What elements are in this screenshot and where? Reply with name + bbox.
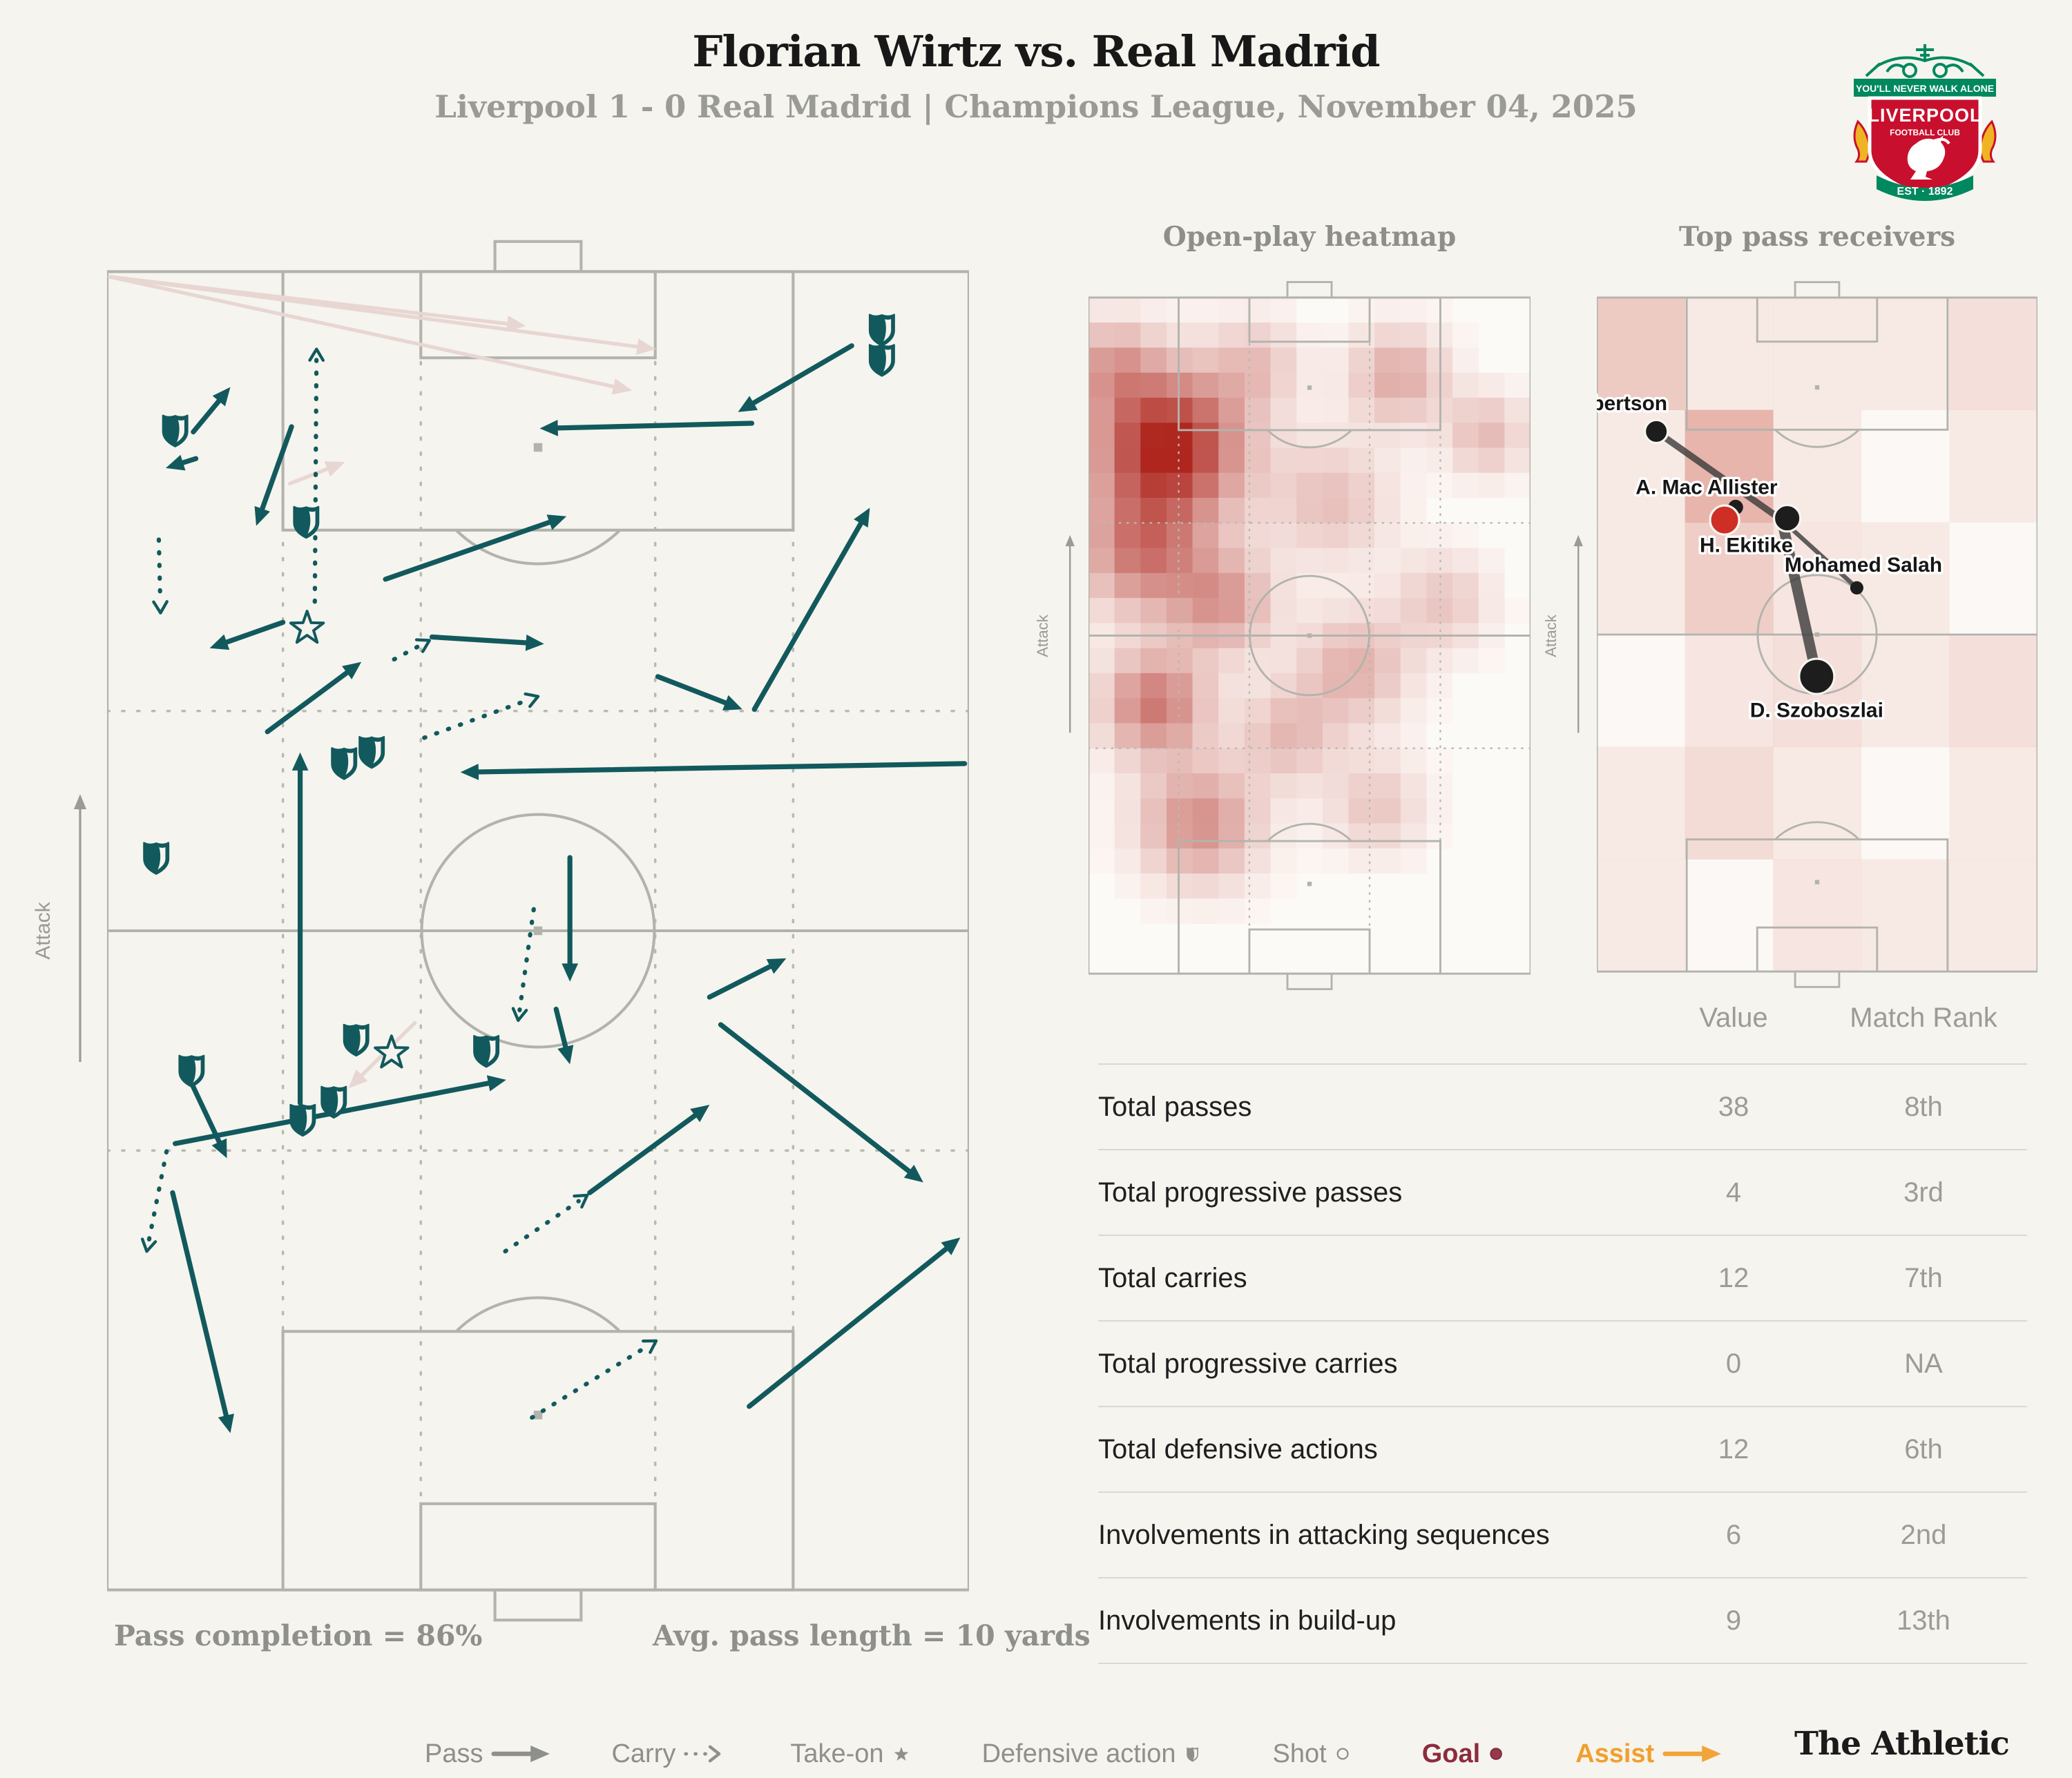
svg-text:YOU'LL NEVER WALK ALONE: YOU'LL NEVER WALK ALONE	[1856, 83, 1994, 94]
legend-label: Shot	[1273, 1739, 1327, 1769]
legend-item-defensive-action: Defensive action	[982, 1737, 1219, 1770]
legend-label: Carry	[611, 1739, 675, 1769]
legend-label: Defensive action	[982, 1739, 1176, 1769]
legend-item-goal: Goal	[1422, 1737, 1522, 1770]
metric-label: Total passes	[1098, 1092, 1647, 1123]
metric-rank: 8th	[1820, 1092, 2027, 1123]
metric-value: 4	[1647, 1177, 1820, 1208]
metric-value: 38	[1647, 1092, 1820, 1123]
match-rank-column-header: Match Rank	[1820, 1003, 2027, 1034]
metric-rank: 3rd	[1820, 1177, 2027, 1208]
receivers-svg: A. Robertson A. Mac Allister H. EkitikeMoh…	[1597, 279, 2037, 990]
metric-rank: 13th	[1820, 1605, 2027, 1636]
metric-value: 12	[1647, 1263, 1820, 1294]
attack-direction-arrow: Attack	[33, 786, 97, 1076]
legend-item-carry: Carry	[611, 1737, 736, 1770]
legend: Pass Carry Take-on Defensive action Shot Goal…	[425, 1730, 1729, 1778]
svg-text:A. Robertson: A. Robertson	[1597, 392, 1667, 415]
liverpool-crest-svg: YOU'LL NEVER WALK ALONE LIVERPOOL FOOTBALL…	[1839, 40, 2011, 210]
attack-arrow-svg: Attack	[1032, 529, 1086, 743]
svg-text:A. Mac Allister: A. Mac Allister	[1635, 476, 1778, 499]
legend-label: Pass	[425, 1739, 483, 1769]
svg-text:H. Ekitike: H. Ekitike	[1700, 534, 1793, 557]
legend-item-shot: Shot	[1273, 1737, 1368, 1770]
metric-label: Total progressive carries	[1098, 1349, 1647, 1380]
avg-pass-length-note: Avg. pass length = 10 yards	[653, 1619, 1091, 1652]
match-subtitle: Liverpool 1 - 0 Real Madrid | Champions …	[0, 88, 2072, 125]
legend-label: Assist	[1575, 1739, 1654, 1769]
metric-value: 12	[1647, 1434, 1820, 1465]
metric-rank: 7th	[1820, 1263, 2027, 1294]
metric-label: Involvements in build-up	[1098, 1605, 1647, 1636]
legend-label: Take-on	[790, 1739, 883, 1769]
arrow-icon	[491, 1737, 557, 1770]
heatmap-svg	[1088, 279, 1531, 992]
metric-label: Total defensive actions	[1098, 1434, 1647, 1465]
svg-text:EST · 1892: EST · 1892	[1897, 186, 1953, 197]
assist-icon	[1662, 1737, 1729, 1770]
attack-arrow-svg: Attack	[33, 786, 97, 1076]
stats-table-header: Value Match Rank	[1098, 1003, 2027, 1063]
svg-text:FOOTBALL CLUB: FOOTBALL CLUB	[1890, 128, 1960, 137]
legend-label: Goal	[1422, 1739, 1480, 1769]
svg-text:Mohamed Salah: Mohamed Salah	[1785, 554, 1942, 577]
top-pass-receivers-map: A. Robertson A. Mac Allister H. EkitikeMoh…	[1597, 279, 2037, 990]
metric-rank: 2nd	[1820, 1520, 2027, 1551]
attack-arrow-svg: Attack	[1540, 529, 1594, 743]
svg-text:Attack: Attack	[1542, 614, 1560, 657]
goal-icon	[1488, 1737, 1522, 1770]
metric-rank: NA	[1820, 1349, 2027, 1380]
the-athletic-logo: The Athletic	[1794, 1725, 2009, 1763]
svg-text:LIVERPOOL: LIVERPOOL	[1868, 105, 1982, 126]
value-column-header: Value	[1647, 1003, 1820, 1034]
legend-item-assist: Assist	[1575, 1737, 1729, 1770]
metric-label: Total progressive passes	[1098, 1177, 1647, 1208]
circle-icon	[1335, 1737, 1368, 1770]
open-play-heatmap	[1088, 279, 1531, 992]
svg-text:Attack: Attack	[33, 901, 55, 959]
metric-value: 6	[1647, 1520, 1820, 1551]
svg-text:D. Szoboszlai: D. Szoboszlai	[1750, 699, 1883, 722]
star-icon	[892, 1737, 928, 1770]
pass-completion-note: Pass completion = 86%	[114, 1619, 482, 1652]
metric-label: Involvements in attacking sequences	[1098, 1520, 1647, 1551]
receivers-panel-title: Top pass receivers	[1597, 221, 2037, 253]
page-title: Florian Wirtz vs. Real Madrid	[0, 26, 2072, 77]
legend-item-pass: Pass	[425, 1737, 557, 1770]
attack-direction-arrow: Attack	[1540, 529, 1594, 743]
metric-rank: 6th	[1820, 1434, 2027, 1465]
carry-icon	[684, 1737, 736, 1770]
heatmap-panel-title: Open-play heatmap	[1088, 221, 1531, 253]
attack-direction-arrow: Attack	[1032, 529, 1086, 743]
metric-value: 9	[1647, 1605, 1820, 1636]
liverpool-crest-logo: YOU'LL NEVER WALK ALONE LIVERPOOL FOOTBALL…	[1839, 40, 2011, 210]
pass-map-pitch	[107, 235, 969, 1626]
metric-value: 0	[1647, 1349, 1820, 1380]
metric-label: Total carries	[1098, 1263, 1647, 1294]
svg-text:Attack: Attack	[1034, 614, 1051, 657]
pass-map-svg	[107, 235, 969, 1626]
shield-icon	[1184, 1737, 1219, 1770]
legend-item-take-on: Take-on	[790, 1737, 928, 1770]
